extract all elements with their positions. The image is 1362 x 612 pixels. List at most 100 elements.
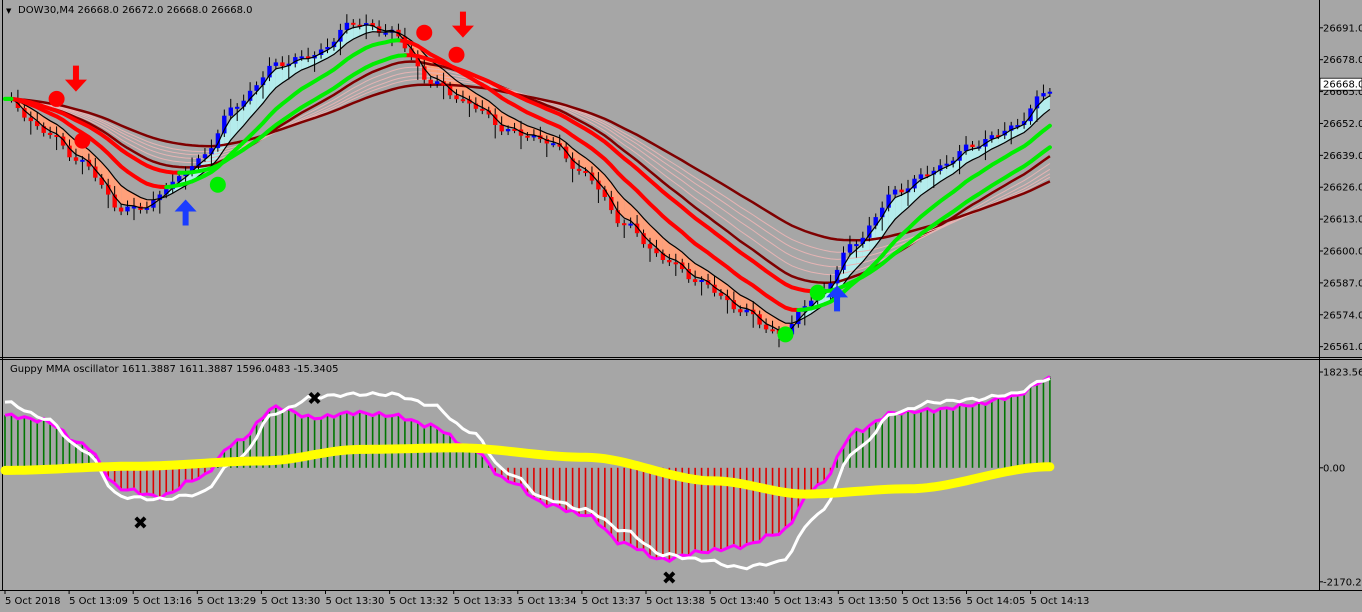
bull-candle (847, 244, 853, 253)
red-dot-icon (48, 90, 65, 107)
bear-candle (570, 158, 575, 169)
bull-candle (834, 269, 840, 284)
ribbon-line (5, 83, 1051, 242)
bull-candle (215, 133, 221, 149)
green-ema-line (3, 53, 1052, 294)
bear-candle (306, 56, 311, 59)
bull-candle (854, 244, 859, 247)
time-label: 5 Oct 13:50 (838, 596, 897, 607)
bear-candle (370, 23, 375, 27)
green-dot-icon (209, 176, 226, 193)
bear-candle (280, 62, 285, 67)
bull-candle (222, 115, 227, 134)
oscillator-lines (0, 375, 1055, 571)
bear-candle (738, 309, 743, 313)
price-label: 26574.0 (1323, 310, 1362, 321)
band-segment (946, 163, 954, 178)
time-label: 5 Oct 13:33 (454, 596, 513, 607)
bear-candle (725, 295, 730, 301)
bear-candle (486, 110, 491, 115)
bear-candle (641, 233, 646, 245)
band-segment (121, 185, 128, 206)
bull-candle (383, 32, 388, 35)
cross-marker-icon: ✖ (307, 388, 322, 409)
bull-candle (299, 56, 304, 59)
band-segment (695, 263, 702, 279)
band-segment (353, 26, 360, 40)
bear-candle (428, 79, 433, 85)
bear-candle (106, 184, 111, 195)
bear-candle (596, 180, 601, 190)
bull-candle (950, 160, 956, 164)
bear-candle (673, 262, 678, 265)
bear-candle (654, 248, 659, 254)
band-segment (740, 295, 747, 309)
bear-candle (28, 117, 33, 122)
bull-candle (247, 90, 253, 101)
band-segment (346, 27, 354, 44)
bull-candle (892, 189, 898, 195)
bull-candle (957, 151, 962, 161)
bull-candle (931, 170, 936, 175)
bull-candle (1002, 130, 1007, 136)
oscillator-markers: ✖ ✖ ✖ (133, 388, 677, 589)
bear-candle (899, 189, 904, 193)
time-label: 5 Oct 13:16 (133, 596, 192, 607)
price-pane[interactable] (3, 11, 1053, 348)
bull-candle (963, 144, 969, 152)
bear-candle (441, 81, 446, 86)
osc-axis-label: 0.00 (1323, 463, 1345, 474)
band-segment (1043, 95, 1050, 115)
bull-candle (338, 29, 343, 42)
band-segment (127, 190, 134, 206)
bull-candle (699, 280, 704, 282)
bull-candle (228, 107, 233, 116)
bull-candle (551, 143, 556, 146)
symbol-header: DOW30,M4 26668.0 26672.0 26668.0 26668.0 (18, 5, 252, 16)
price-label: 26652.0 (1323, 119, 1362, 130)
osc-axis-label: 1823.5690 (1323, 368, 1362, 379)
dropdown-icon[interactable]: ▼ (6, 7, 12, 15)
bull-candle (886, 194, 891, 208)
oscillator-pane[interactable]: ✖ ✖ ✖ (0, 375, 1055, 590)
bear-candle (544, 139, 549, 144)
bear-candle (357, 24, 362, 27)
bull-candle (1034, 96, 1040, 109)
bear-candle (512, 129, 517, 131)
bear-candle (41, 126, 46, 133)
fast-ema-line-2 (4, 30, 1051, 324)
band-segment (656, 231, 663, 254)
red-ema-line (9, 53, 820, 294)
bull-candle (912, 178, 917, 189)
bear-candle (473, 103, 479, 109)
bull-candle (1047, 91, 1053, 94)
bear-candle (480, 108, 485, 111)
bear-candle (731, 300, 736, 310)
bull-candle (867, 225, 872, 238)
bear-candle (667, 260, 672, 263)
bear-candle (22, 108, 27, 118)
bull-candle (131, 206, 137, 209)
bull-candle (918, 174, 924, 179)
red-dot-icon (74, 132, 91, 149)
time-label: 5 Oct 13:29 (197, 596, 256, 607)
bull-candle (796, 311, 801, 325)
price-label: 26613.0 (1323, 215, 1362, 226)
price-label: 26678.0 (1323, 55, 1362, 66)
time-label: 5 Oct 13:30 (326, 596, 385, 607)
band-segment (134, 193, 141, 208)
price-label: 26691.0 (1323, 23, 1362, 34)
bull-candle (260, 77, 266, 86)
bear-candle (770, 329, 775, 332)
band-segment (301, 58, 309, 70)
bear-candle (692, 279, 698, 282)
bull-candle (873, 217, 878, 226)
band-segment (275, 67, 283, 88)
band-segment (508, 115, 515, 129)
osc-axis-label: -2170.2437 (1323, 577, 1362, 588)
time-label: 5 Oct 14:13 (1031, 596, 1090, 607)
bear-candle (525, 135, 530, 138)
time-label: 5 Oct 2018 (5, 596, 60, 607)
